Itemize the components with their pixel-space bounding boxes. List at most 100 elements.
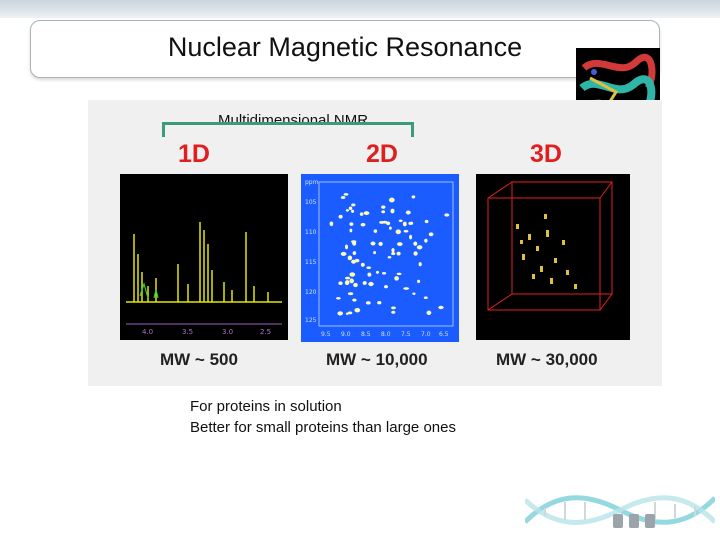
label-3d: 3D [530, 140, 562, 168]
spectrum-2d-peak [389, 226, 392, 230]
spectrum-2d-peak [403, 287, 410, 290]
spectrum-2d-peak [426, 310, 432, 316]
spectrum-2d-peak [387, 256, 392, 259]
note-1: For proteins in solution [190, 398, 342, 415]
ytick-2d-4: 125 [305, 317, 317, 324]
spectrum-2d-peak [352, 298, 357, 302]
spectrum-2d-peak [416, 279, 421, 284]
spectrum-2d-peak [353, 282, 358, 288]
tick-1d-1: 3.5 [182, 328, 193, 336]
spectrum-2d-peak [366, 266, 371, 269]
ytick-2d-0: 105 [305, 199, 317, 206]
spectrum-3d [476, 174, 630, 340]
spectrum-2d-peak [396, 272, 402, 276]
tick-1d-2: 3.0 [222, 328, 233, 336]
xtick-2d-3: 8.0 [381, 331, 391, 338]
spectrum-2d-peak [373, 250, 377, 255]
spectrum-2d-peak [424, 219, 429, 224]
slide-title: Nuclear Magnetic Resonance [167, 32, 523, 62]
spectrum-2d-peak [365, 301, 371, 305]
tick-1d-3: 2.5 [260, 328, 271, 336]
spectrum-2d-peak [381, 205, 386, 209]
spectrum-2d-peak [359, 212, 364, 216]
spectrum-2d-peak [362, 281, 367, 285]
spectrum-2d-peak [347, 255, 353, 261]
ytick-2d-3: 120 [305, 289, 317, 296]
spectrum-2d-peak [424, 238, 428, 243]
spectrum-2d-peak [388, 197, 395, 203]
xtick-2d-5: 7.0 [421, 331, 431, 338]
spectrum-2d-peak [412, 292, 416, 295]
spectrum-2d-peak [413, 251, 418, 256]
xtick-2d-4: 7.5 [401, 331, 411, 338]
spectrum-2d-peak [345, 244, 349, 250]
spectrum-2d-peak [363, 211, 370, 215]
spectrum-2d-peak [345, 312, 349, 316]
dna-helix-logo [523, 482, 717, 538]
spectrum-2d-peak [360, 223, 366, 227]
mw-1d: MW ~ 500 [160, 350, 238, 369]
top-band [0, 0, 720, 18]
ytick-2d-2: 115 [305, 259, 317, 266]
spectrum-2d-peak [329, 221, 334, 227]
spectrum-2d-peak [428, 232, 434, 237]
spectrum-2d-peak [396, 251, 401, 256]
spectrum-2d-peak [337, 311, 344, 316]
spectrum-2d-peak [368, 281, 374, 287]
spectrum-1d: 4.0 3.5 3.0 2.5 [120, 174, 288, 340]
bracket-line [162, 122, 414, 137]
spectrum-2d-peak [360, 262, 365, 267]
spectrum-2d-peak [345, 209, 350, 212]
spectrum-2d-peak [381, 272, 387, 275]
notes: For proteins in solution Better for smal… [190, 396, 456, 438]
mw-2d: MW ~ 10,000 [326, 350, 428, 369]
label-1d: 1D [178, 140, 210, 168]
spectrum-2d-peak [409, 234, 413, 240]
xtick-2d-2: 8.5 [361, 331, 371, 338]
spectrum-2d-peak [351, 240, 357, 243]
xtick-2d-6: 6.5 [439, 331, 449, 338]
spectrum-2d-peak [394, 276, 399, 281]
spectrum-2d-peak [408, 221, 412, 225]
xtick-2d-0: 9.5 [321, 331, 331, 338]
xtick-2d-1: 9.0 [341, 331, 351, 338]
spectrum-2d-peak [351, 203, 356, 207]
spectrum-2d-peak [349, 222, 354, 226]
spectrum-2d-peak [343, 193, 349, 196]
spectrum-2d-peak [348, 206, 353, 211]
spectrum-2d-peak [390, 208, 395, 214]
spectrum-2d-peak [373, 229, 378, 233]
label-2d: 2D [366, 140, 398, 168]
spectrum-2d-peak [438, 305, 444, 310]
spectrum-2d-peak [413, 241, 418, 246]
spectrum-2d-peak [397, 242, 403, 247]
spectrum-2d-peak [347, 292, 354, 296]
spectrum-2d-peak [336, 297, 341, 300]
spectrum-2d-peak [395, 229, 402, 235]
spectrum-2d-peak [349, 228, 353, 233]
spectrum-2d-peak [344, 276, 351, 280]
spectrum-2d-peak [444, 213, 450, 217]
spectrum-2d-peak [381, 210, 386, 214]
spectrum-2d-peak [403, 229, 409, 233]
spectrum-2d-peak [391, 252, 396, 256]
spectrum-2d-peak [338, 214, 343, 219]
spectrum-2d-peak [391, 306, 396, 310]
spectrum-2d-peak [344, 280, 349, 285]
spectrum-2d-peak [378, 241, 383, 246]
spectrum-2d: ppm 105 110 115 120 125 9.5 9.0 8.5 8.0 … [301, 174, 459, 342]
spectrum-2d-peak [418, 262, 422, 267]
spectrum-2d-peak [352, 251, 357, 256]
spectrum-2d-peak [377, 300, 382, 305]
spectrum-2d-peak [405, 210, 411, 215]
spectrum-2d-peak [351, 259, 357, 264]
spectrum-2d-peak [375, 270, 380, 274]
spectrum-2d-peak [338, 281, 343, 285]
spectrum-2d-peak [423, 296, 428, 299]
spectrum-2d-peak [354, 307, 361, 313]
spectrum-2d-peak [340, 196, 346, 200]
spectrum-2d-peak [350, 209, 355, 213]
note-2: Better for small proteins than large one… [190, 419, 456, 436]
spectrum-2d-peak [411, 195, 416, 199]
ytick-2d-1: 110 [305, 229, 317, 236]
